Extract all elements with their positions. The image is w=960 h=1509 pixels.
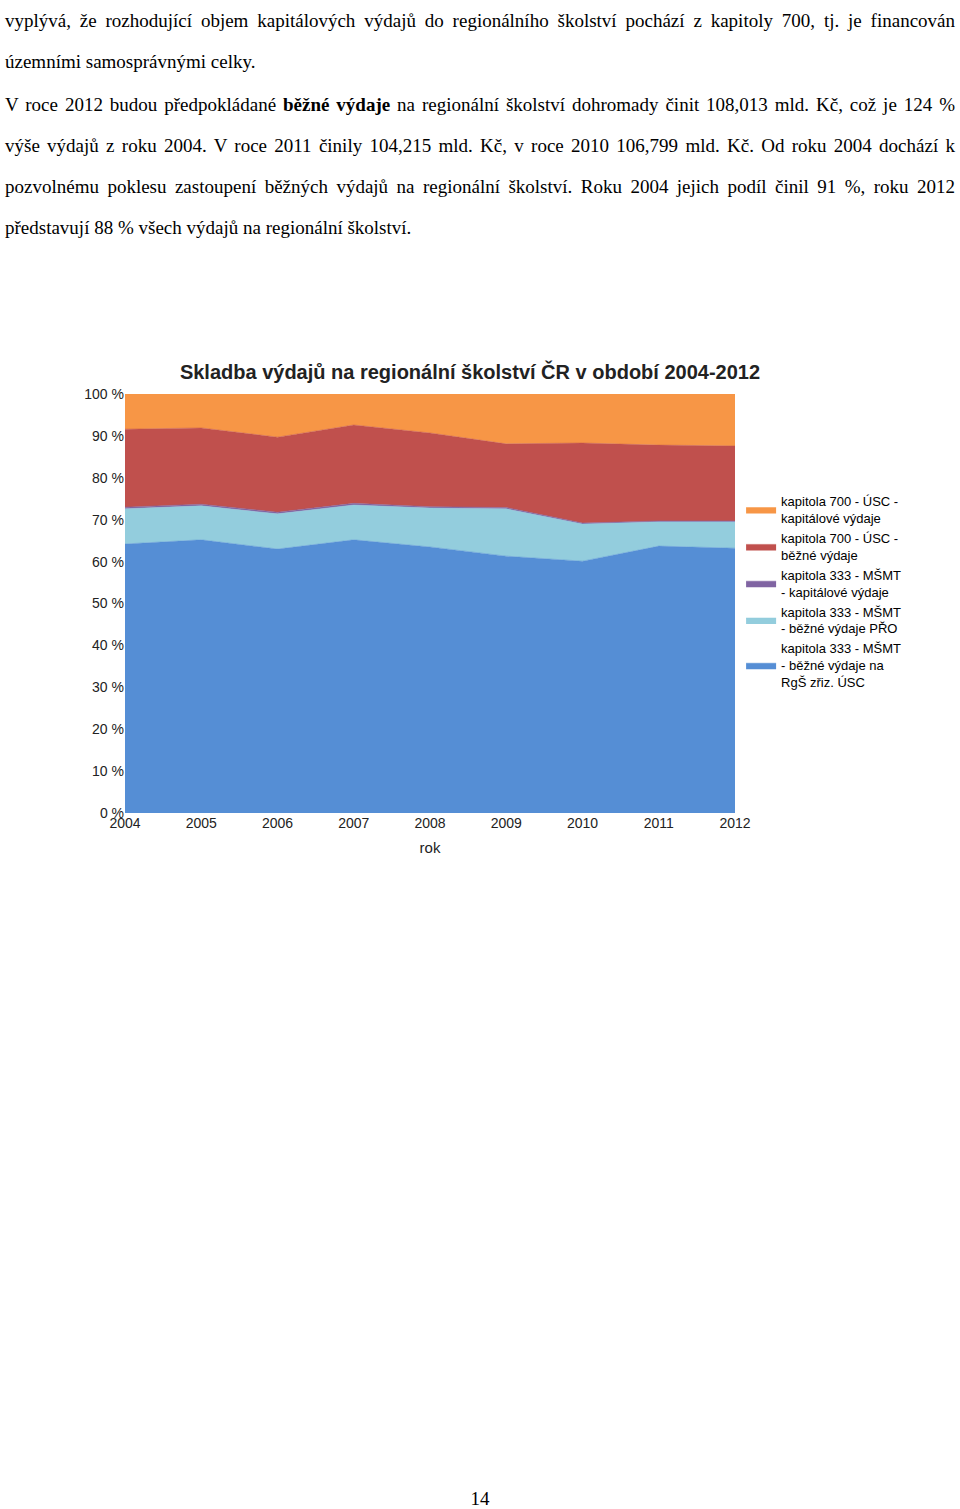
svg-text:kapitola 700 - ÚSC -kapitálové: kapitola 700 - ÚSC -kapitálové výdaje (781, 494, 898, 526)
svg-text:70 %: 70 % (92, 512, 124, 528)
svg-text:2006: 2006 (262, 815, 293, 831)
svg-text:0 %: 0 % (100, 805, 124, 821)
svg-text:100 %: 100 % (84, 386, 124, 402)
svg-text:10 %: 10 % (92, 763, 124, 779)
svg-text:40 %: 40 % (92, 637, 124, 653)
svg-text:2008: 2008 (414, 815, 445, 831)
html-text:14: 14 (470, 1488, 490, 1509)
svg-text:2011: 2011 (644, 815, 674, 831)
svg-text:rok: rok (420, 839, 441, 856)
svg-text:kapitola 333 - MŠMT- kapitálov: kapitola 333 - MŠMT- kapitálové výdaje (781, 568, 901, 600)
svg-text:Skladba výdajů na regionální š: Skladba výdajů na regionální školství ČR… (180, 360, 760, 383)
svg-text:2009: 2009 (491, 815, 522, 831)
svg-text:30 %: 30 % (92, 679, 124, 695)
svg-text:2010: 2010 (567, 815, 598, 831)
svg-text:kapitola 700 - ÚSC -běžné výda: kapitola 700 - ÚSC -běžné výdaje (781, 531, 898, 563)
svg-text:60 %: 60 % (92, 554, 124, 570)
html-text:vyplývá, že rozhodující objem: vyplývá, že rozhodující objem kapitálový… (5, 10, 955, 72)
svg-text:80 %: 80 % (92, 470, 124, 486)
svg-text:kapitola 333 - MŠMT- běžné výd: kapitola 333 - MŠMT- běžné výdaje PŘO (781, 605, 901, 637)
svg-text:2005: 2005 (186, 815, 217, 831)
svg-text:50 %: 50 % (92, 595, 124, 611)
svg-text:90 %: 90 % (92, 428, 124, 444)
svg-text:2007: 2007 (338, 815, 369, 831)
svg-text:kapitola 333 - MŠMT- běžné výd: kapitola 333 - MŠMT- běžné výdaje naRgŠ … (781, 641, 901, 690)
svg-text:20 %: 20 % (92, 721, 124, 737)
svg-text:2004: 2004 (109, 815, 140, 831)
svg-text:2012: 2012 (719, 815, 750, 831)
html-text:V roce 2012 budou předpokládan: V roce 2012 budou předpokládané běžné vý… (5, 94, 955, 238)
